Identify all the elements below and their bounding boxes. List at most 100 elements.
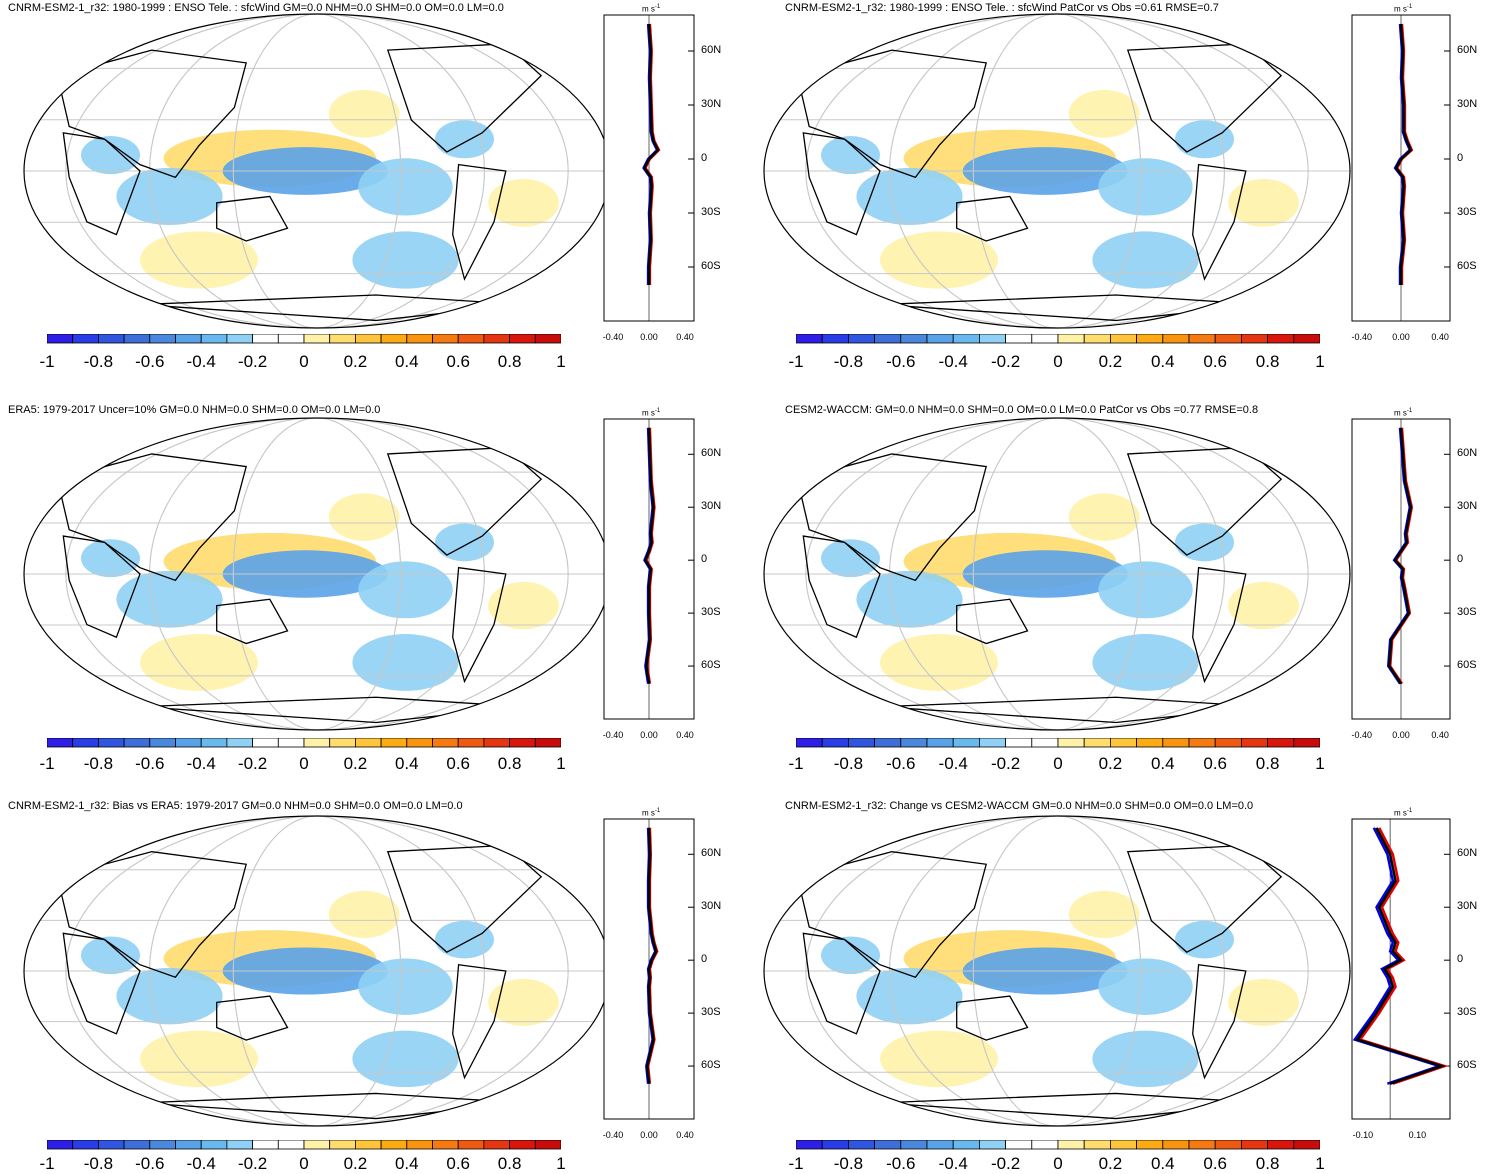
colorbar-swatch [900, 1140, 928, 1150]
colorbar-tick-label: -0.4 [186, 352, 216, 371]
colorbar-swatch [72, 1140, 99, 1150]
panel-title: CESM2-WACCM: GM=0.0 NHM=0.0 SHM=0.0 OM=0… [785, 404, 1259, 416]
colorbar-swatch [175, 1140, 202, 1150]
coastline [452, 566, 507, 684]
colorbar-swatch [952, 334, 980, 344]
colorbar-tick-label: -0.2 [990, 352, 1021, 371]
units-label: m s-1 [1394, 808, 1412, 818]
colorbar-swatch [509, 1140, 536, 1150]
anomaly-region [358, 158, 453, 216]
anomaly-region [140, 231, 258, 289]
colorbar-swatch [123, 334, 151, 344]
anomaly-region [435, 120, 494, 159]
colorbar-tick-label: -0.6 [886, 1154, 916, 1173]
colorbar-swatch [1083, 738, 1111, 748]
longitude-gridline [889, 418, 1225, 730]
anomaly-region [81, 136, 140, 175]
colorbar-swatch [123, 1140, 151, 1150]
colorbar-tick-label: 0.8 [1255, 352, 1280, 371]
coastline [62, 932, 141, 1035]
units-text: m s [642, 408, 655, 418]
colorbar-swatch [1267, 738, 1295, 748]
zonal-lat-label: 60S [1457, 659, 1477, 672]
colorbar-swatch [226, 1140, 253, 1150]
colorbar-tick-label: 0 [1053, 754, 1063, 773]
zonal-x-tick: 0.40 [676, 730, 694, 740]
zonal-lat-label: 30S [1457, 206, 1477, 218]
coastline [56, 49, 248, 179]
anomaly-region [1228, 978, 1299, 1026]
colorbar-swatch [1188, 1140, 1216, 1150]
colorbar-swatch [149, 738, 176, 748]
colorbar-tick-label: 0.2 [1098, 352, 1123, 371]
colorbar-swatch [1083, 1140, 1111, 1150]
zonal-lat-label: 0 [701, 152, 708, 164]
colorbar-swatch [1109, 334, 1137, 344]
anomaly-region [1098, 158, 1193, 216]
colorbar-swatch [1293, 334, 1320, 344]
zonal-lat-label: 0 [1457, 553, 1464, 566]
zonal-lat-label: 30N [701, 900, 722, 913]
colorbar-swatch [821, 334, 849, 344]
units-label: m s-1 [642, 808, 660, 818]
colorbar-tick-label: 0.4 [1150, 1154, 1175, 1173]
colorbar-swatch [952, 1140, 980, 1150]
anomaly-region [1092, 1030, 1199, 1088]
anomaly-region [880, 1030, 998, 1088]
colorbar-swatch [926, 334, 954, 344]
mean-zonal-line [645, 827, 658, 1084]
colorbar-tick-label: 0.6 [1203, 754, 1228, 773]
anomaly-region [856, 570, 963, 628]
anomaly-region [1175, 920, 1234, 959]
longitude-gridline [149, 816, 485, 1126]
colorbar-swatch [457, 738, 485, 748]
map-panel [763, 13, 1351, 329]
anomaly-region [1175, 523, 1234, 562]
colorbar-tick-label: -0.8 [83, 1154, 114, 1173]
longitude-gridline [889, 14, 1225, 328]
colorbar-tick-label: 0.6 [446, 352, 471, 371]
colorbar-swatch [329, 1140, 356, 1150]
colorbar-tick-label: -0.6 [135, 1154, 165, 1173]
colorbar-swatch [483, 334, 510, 344]
zonal-lat-label: 60S [701, 1059, 721, 1072]
zonal-lat-label: 60N [1457, 447, 1478, 460]
colorbar-swatch [1267, 334, 1295, 344]
colorbar-tick-label: 0.6 [1203, 1154, 1228, 1173]
colorbar-swatch [926, 1140, 954, 1150]
longitude-gridline [65, 418, 569, 730]
coastline [452, 163, 507, 281]
zonal-mean-plot [603, 818, 695, 1120]
anomaly-region [435, 523, 494, 562]
zonal-x-tick: -0.40 [602, 332, 624, 342]
anomaly-region [1228, 581, 1299, 630]
colorbar-tick-label: 0.8 [1255, 1154, 1280, 1173]
colorbar-tick-label: 0.6 [446, 1154, 471, 1173]
zonal-mean-plot [1351, 418, 1451, 720]
colorbar-swatch [1109, 1140, 1137, 1150]
colorbar [796, 1140, 1320, 1150]
colorbar-tick-label: 0 [299, 352, 309, 371]
colorbar [796, 334, 1320, 344]
longitude-gridline [65, 14, 569, 328]
units-text: m s [1394, 408, 1407, 418]
colorbar-swatch [1136, 334, 1164, 344]
zonal-x-tick: 0.40 [676, 332, 694, 342]
zonal-x-tick: -0.40 [1351, 332, 1373, 342]
colorbar-tick-label: -0.6 [886, 352, 916, 371]
longitude-gridline [232, 14, 402, 328]
colorbar-swatch [1240, 1140, 1268, 1150]
colorbar-tick-label: 1 [556, 754, 566, 773]
colorbar-swatch [1240, 334, 1268, 344]
colorbar-swatch [252, 738, 279, 748]
zonal-lat-label: 60N [1457, 847, 1478, 860]
colorbar-tick-label: -0.6 [135, 352, 165, 371]
colorbar-swatch [1188, 334, 1216, 344]
zonal-lat-label: 30S [701, 1006, 721, 1019]
anomaly-region [880, 231, 998, 289]
colorbar-tick-label: -1 [788, 1154, 804, 1173]
anomaly-region [821, 136, 880, 175]
colorbar-swatch [1031, 738, 1059, 748]
colorbar-swatch [72, 334, 99, 344]
colorbar-swatch [277, 1140, 305, 1150]
